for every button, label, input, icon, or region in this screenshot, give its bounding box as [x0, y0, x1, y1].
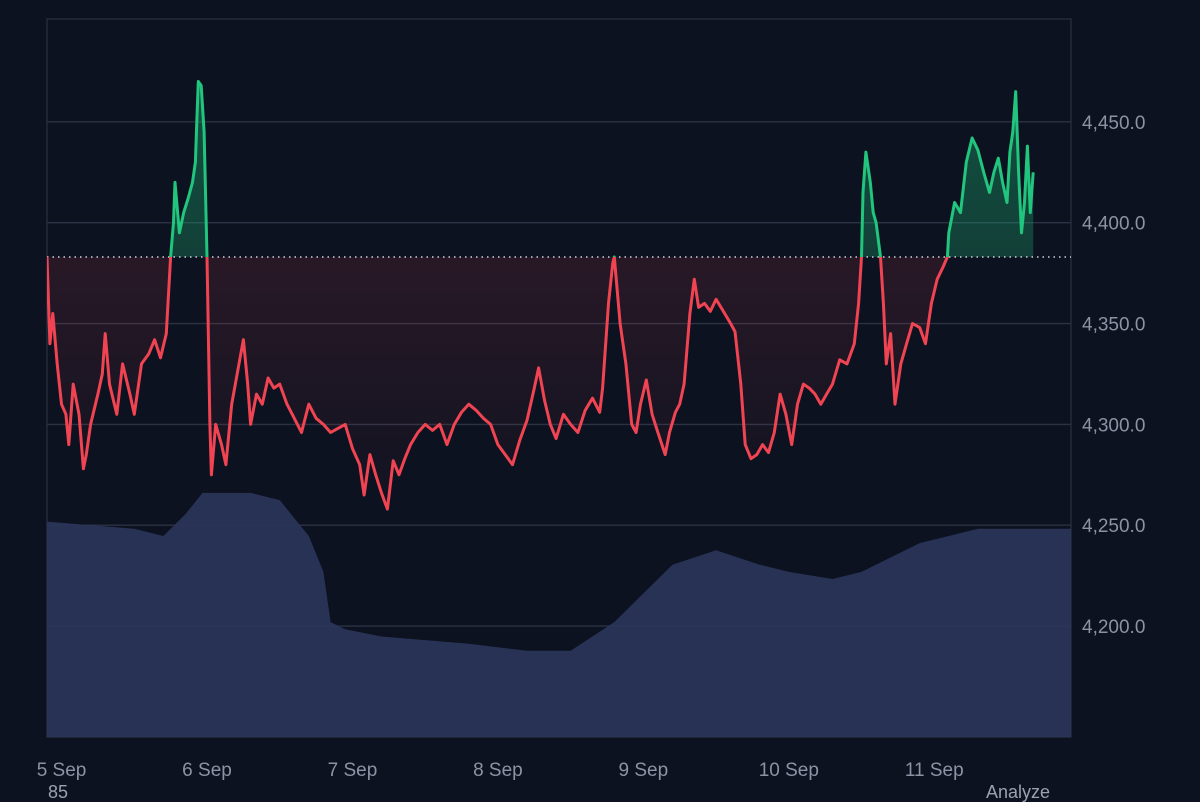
- x-tick-label: 11 Sep: [905, 760, 964, 781]
- analyze-link[interactable]: Analyze: [986, 782, 1051, 802]
- y-tick-label: 4,350.0: [1082, 315, 1145, 336]
- y-axis-ticks: 4,450.0 4,400.0 4,350.0 4,300.0 4,250.0 4,200…: [1082, 113, 1145, 638]
- volume-area: [47, 492, 1071, 737]
- x-tick-label: 8 Sep: [473, 760, 523, 781]
- y-tick-label: 4,250.0: [1082, 516, 1145, 537]
- price-line-below: [47, 257, 949, 511]
- x-tick-label: 5 Sep: [37, 760, 87, 781]
- footer-left-value: 85: [48, 782, 69, 802]
- volume-bars: [47, 492, 1071, 737]
- y-tick-label: 4,200.0: [1082, 617, 1145, 638]
- below-baseline-fill: [47, 257, 1034, 510]
- y-tick-label: 4,450.0: [1082, 113, 1145, 134]
- x-tick-label: 7 Sep: [328, 760, 378, 781]
- x-axis-ticks: 5 Sep 6 Sep 7 Sep 8 Sep 9 Sep 10 Sep 11 Sep: [37, 760, 964, 781]
- y-tick-label: 4,400.0: [1082, 214, 1145, 235]
- x-tick-label: 9 Sep: [619, 760, 669, 781]
- x-tick-label: 10 Sep: [759, 760, 819, 781]
- price-line-above: [47, 80, 1035, 257]
- x-tick-label: 6 Sep: [182, 760, 232, 781]
- price-line: [47, 80, 1035, 511]
- price-fill: [47, 81, 1034, 510]
- y-tick-label: 4,300.0: [1082, 415, 1145, 436]
